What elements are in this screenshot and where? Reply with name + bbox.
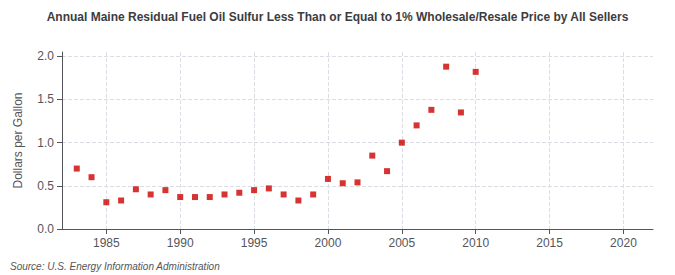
svg-text:1.5: 1.5 [37, 92, 54, 106]
svg-text:1990: 1990 [167, 236, 194, 250]
svg-text:2020: 2020 [610, 236, 637, 250]
svg-text:Dollars per Gallon: Dollars per Gallon [11, 92, 25, 188]
svg-text:0.0: 0.0 [37, 222, 54, 236]
svg-text:2010: 2010 [462, 236, 489, 250]
svg-text:2000: 2000 [315, 236, 342, 250]
svg-text:1985: 1985 [93, 236, 120, 250]
svg-text:2005: 2005 [388, 236, 415, 250]
svg-text:Annual Maine Residual Fuel Oil: Annual Maine Residual Fuel Oil Sulfur Le… [47, 10, 629, 24]
svg-text:2.0: 2.0 [37, 49, 54, 63]
svg-text:1.0: 1.0 [37, 136, 54, 150]
svg-text:Source: U.S. Energy Informatio: Source: U.S. Energy Information Administ… [10, 261, 220, 272]
svg-text:2015: 2015 [536, 236, 563, 250]
svg-text:0.5: 0.5 [37, 179, 54, 193]
svg-text:1995: 1995 [241, 236, 268, 250]
